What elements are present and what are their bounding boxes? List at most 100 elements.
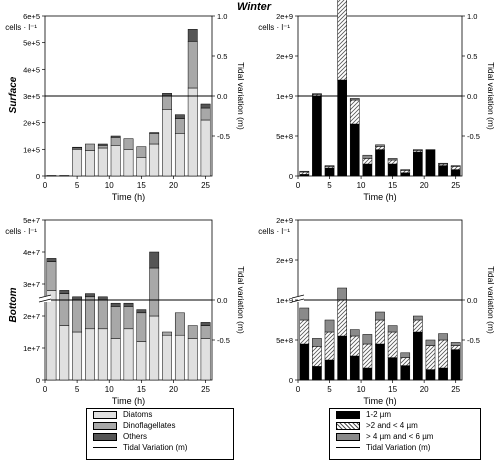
surface-picoplankton-x-tick-label: 20 [420, 181, 429, 190]
surface-picoplankton-bar [438, 165, 448, 177]
surface-phytoplankton-bar [46, 175, 57, 177]
bottom-picoplankton-bar [312, 346, 322, 367]
surface-picoplankton-y2-tick-label: 0.5 [467, 52, 477, 61]
surface-picoplankton-bar [362, 158, 373, 165]
legend-item: Tidal Variation (m) [87, 442, 233, 453]
bottom-phytoplankton-bar [110, 338, 121, 381]
legend-label: 1-2 µm [366, 410, 392, 419]
surface-picoplankton-bar [299, 170, 310, 173]
surface-picoplankton-bar [337, 79, 347, 177]
surface-picoplankton-y-tick-label: 1e+9 [276, 92, 293, 101]
surface-phytoplankton-bar [97, 147, 108, 177]
bottom-phytoplankton-bar [59, 293, 70, 326]
bottom-phytoplankton-bar [46, 290, 57, 381]
surface-phytoplankton-bar [162, 109, 172, 177]
surface-picoplankton-bar [375, 144, 385, 147]
surface-picoplankton-bar [387, 159, 398, 165]
bottom-phytoplankton-bar [59, 325, 70, 381]
bottom-phytoplankton-bar [136, 309, 147, 314]
surface-picoplankton-y2-tick-label: 1.0 [467, 12, 477, 21]
bottom-picoplankton-bar [375, 343, 385, 381]
bottom-picoplankton-bar [337, 335, 347, 381]
bottom-phytoplankton-bar [72, 299, 83, 333]
chart-title: Winter [237, 1, 272, 13]
bottom-phytoplankton-bar [200, 338, 211, 381]
bottom-phytoplankton-x-tick-label: 25 [201, 385, 210, 394]
surface-phytoplankton-bar [200, 103, 211, 109]
bottom-phytoplankton-x-tick-label: 5 [75, 385, 80, 394]
surface-phytoplankton-bar [187, 87, 198, 177]
bottom-phytoplankton-bar [149, 251, 160, 269]
surface-picoplankton-bar [349, 123, 360, 177]
bottom-picoplankton-axis-break [291, 298, 305, 303]
surface-picoplankton-bar [324, 167, 335, 177]
surface-phytoplankton-bar [97, 143, 108, 146]
surface-phytoplankton-bar [72, 149, 83, 177]
bottom-picoplankton-axis-break-mask [292, 296, 304, 302]
surface-picoplankton-y-tick-label: 2e+9 [276, 12, 293, 21]
surface-phytoplankton-bar [200, 107, 211, 121]
surface-phytoplankton-x-tick-label: 25 [201, 181, 210, 190]
bottom-phytoplankton-bar [136, 341, 147, 381]
legend-swatch [93, 410, 117, 419]
bottom-picoplankton-bar [312, 366, 322, 381]
legend-swatch [93, 421, 117, 430]
bottom-picoplankton-y-tick-label: 1e+9 [276, 296, 293, 305]
bottom-picoplankton-bar [349, 329, 360, 337]
surface-picoplankton-bar [400, 169, 411, 171]
bottom-picoplankton-y-tick-label: 2e+9 [276, 216, 293, 225]
bottom-picoplankton-bar [349, 335, 360, 357]
bottom-picoplankton-bar [425, 345, 436, 370]
legend-label: Diatoms [123, 410, 153, 419]
bottom-picoplankton-x-tick-label: 20 [420, 385, 429, 394]
legend-item: Dinoflagellates [87, 420, 233, 431]
bottom-picoplankton-bar [413, 319, 423, 333]
surface-phytoplankton-bar [187, 41, 198, 89]
surface-picoplankton-y2-tick-label: 0.0 [467, 92, 477, 101]
bottom-phytoplankton-bar [72, 296, 83, 301]
legend-picoplankton: 1-2 µm >2 and < 4 µm > 4 µm and < 6 µm Tida… [329, 408, 481, 460]
bottom-picoplankton-y-tick-label: 5e+8 [276, 336, 293, 345]
bottom-picoplankton-y2-tick-label: -0.5 [467, 336, 480, 345]
bottom-picoplankton-bar [413, 331, 423, 381]
bottom-picoplankton-bar [362, 343, 373, 369]
bottom-phytoplankton-bar [123, 302, 134, 307]
bottom-phytoplankton-bar [85, 293, 95, 298]
surface-picoplankton-bar [387, 158, 398, 161]
surface-picoplankton-bar [349, 98, 360, 101]
bottom-phytoplankton-x-tick-label: 20 [169, 385, 178, 394]
surface-phytoplankton-bar [123, 149, 134, 177]
bottom-picoplankton-bar [425, 339, 436, 346]
surface-phytoplankton-bar [149, 132, 160, 134]
surface-picoplankton-y-tick-label: 0 [289, 172, 293, 181]
surface-picoplankton-bar [362, 163, 373, 177]
surface-picoplankton-bar [450, 165, 461, 167]
legend-label: Others [123, 432, 148, 441]
bottom-picoplankton-bar [362, 367, 373, 381]
bottom-phytoplankton-bar [136, 312, 147, 342]
legend-line-swatch [93, 447, 117, 448]
bottom-phytoplankton-y-axis-label: cells · l⁻¹ [5, 227, 37, 236]
bottom-phytoplankton-bar [97, 299, 108, 330]
surface-picoplankton-bar [349, 99, 360, 125]
surface-phytoplankton-bar [174, 133, 185, 177]
bottom-picoplankton-y-tick-label: 0 [289, 376, 293, 385]
legend-label: Dinoflagellates [123, 421, 176, 430]
bottom-picoplankton-y2-axis-label: Tidal variation (m) [486, 266, 496, 334]
surface-phytoplankton-bar [149, 143, 160, 177]
bottom-phytoplankton-bar [187, 338, 198, 381]
bottom-picoplankton-bar [450, 342, 461, 346]
surface-picoplankton-bar [299, 171, 310, 175]
bottom-phytoplankton-x-tick-label: 10 [105, 385, 114, 394]
surface-phytoplankton-x-tick-label: 15 [137, 181, 146, 190]
surface-phytoplankton-x-tick-label: 5 [75, 181, 80, 190]
bottom-picoplankton-bar [450, 349, 461, 381]
surface-picoplankton-x-axis-label: Time (h) [363, 192, 396, 202]
bottom-phytoplankton-bar [72, 331, 83, 381]
surface-phytoplankton-y-tick-label: 5e+5 [23, 39, 40, 48]
bottom-picoplankton-bar [337, 287, 347, 301]
row-label-surface: Surface [8, 76, 19, 113]
bottom-picoplankton-bar [425, 369, 436, 381]
legend-item: Tidal Variation (m) [330, 442, 480, 453]
